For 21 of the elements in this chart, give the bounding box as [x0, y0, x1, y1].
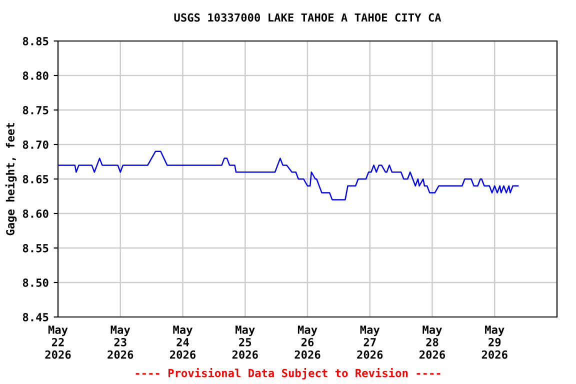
x-tick-label: May 23 2026 [108, 326, 134, 359]
x-tick-label: May 27 2026 [357, 326, 383, 359]
y-tick-label: 8.75 [22, 106, 48, 114]
x-tick-label: May 28 2026 [419, 326, 446, 359]
line-series [58, 150, 519, 200]
y-tick-label: 8.70 [22, 140, 48, 149]
y-axis-title: Gage height, feet [5, 123, 17, 236]
y-tick-label: 8.50 [22, 278, 48, 287]
y-tick-label: 8.85 [22, 36, 48, 46]
x-tick-label: May 29 2026 [482, 326, 508, 359]
y-tick-label: 8.80 [22, 71, 48, 80]
x-tick-label: May 26 2026 [294, 326, 320, 359]
x-tick-label: May 25 2026 [232, 326, 258, 359]
y-tick-label: 8.45 [22, 312, 48, 322]
y-tick-label: 8.60 [22, 209, 48, 218]
x-tick-label: May 22 2026 [45, 326, 71, 359]
chart-title: USGS 10337000 LAKE TAHOE A TAHOE CITY CA [174, 13, 442, 22]
y-tick-label: 8.55 [22, 244, 48, 252]
y-tick-label: 8.65 [22, 174, 48, 184]
x-tick-label: May 24 2026 [170, 326, 196, 359]
text: ---- Provisional Data Subject to Revision ---- [136, 368, 440, 380]
